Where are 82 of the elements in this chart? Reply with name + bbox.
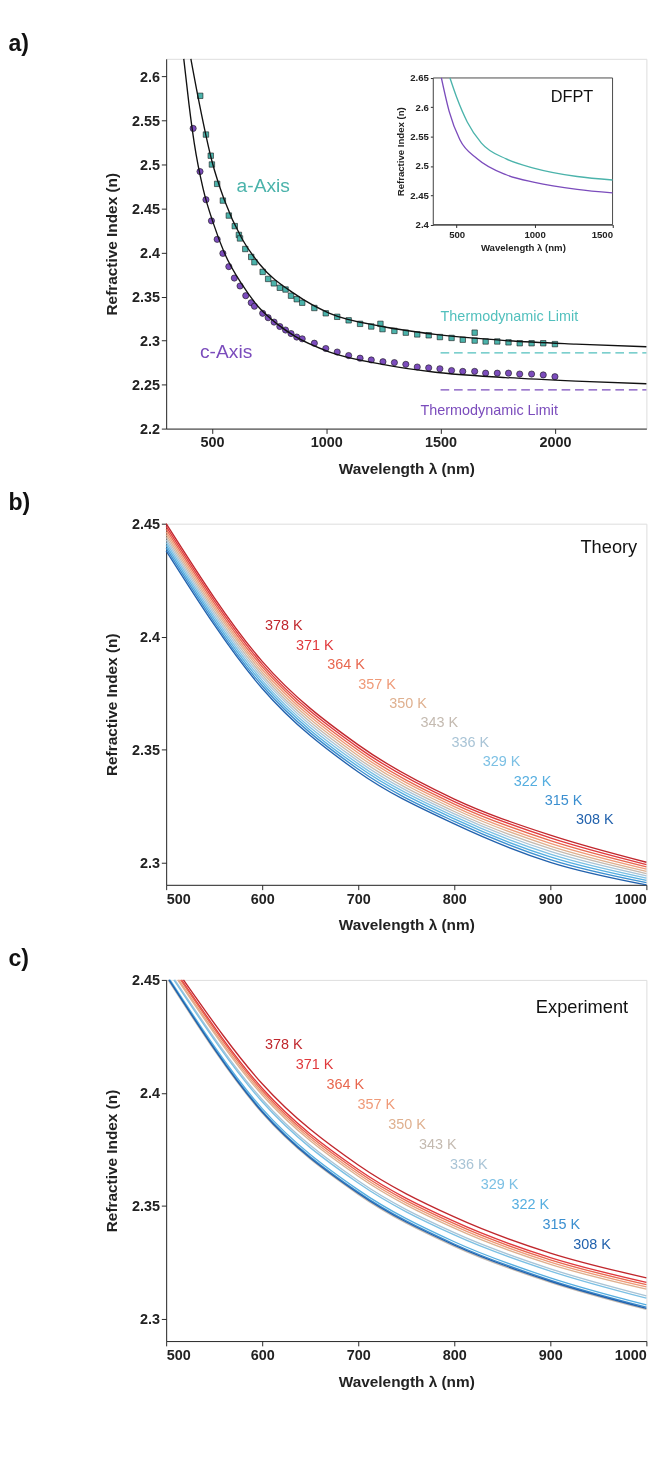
x-tick-label: 700 <box>346 890 371 907</box>
x-tick-label: 1000 <box>614 1346 647 1363</box>
x-axis-title: Wavelength λ (nm) <box>480 242 566 254</box>
x-tick-label: 500 <box>166 1346 191 1363</box>
x-tick-label: 700 <box>346 1346 371 1363</box>
y-tick-label: 2.3 <box>139 854 160 871</box>
text: 329 K <box>480 1176 519 1193</box>
series-label: 378 K <box>264 617 303 634</box>
series-label: Thermodynamic Limit <box>420 402 559 419</box>
text: 336 K <box>451 733 490 750</box>
y-tick-label: 2.4 <box>139 244 160 261</box>
y-tick-label: 2.45 <box>131 515 160 532</box>
chart-title: c) <box>8 945 29 972</box>
text: 350 K <box>388 1116 427 1133</box>
chart-title: a) <box>8 30 29 57</box>
text: 315 K <box>544 791 583 808</box>
y-tick-label: 2.55 <box>131 112 160 129</box>
text: 371 K <box>296 636 335 653</box>
y-tick-label: 2.55 <box>410 130 430 142</box>
x-axis-title: Wavelength λ (nm) <box>338 460 475 478</box>
text: 357 K <box>357 1096 396 1113</box>
y-tick-label: 2.45 <box>131 972 160 989</box>
series-label: c-Axis <box>200 340 253 362</box>
y-tick-label: 2.3 <box>139 1310 160 1327</box>
x-tick-label: 1000 <box>524 228 546 240</box>
x-tick-label: 900 <box>538 890 563 907</box>
series-label: 378 K <box>264 1036 303 1053</box>
text: 329 K <box>482 753 521 770</box>
y-tick-label: 2.5 <box>139 156 160 173</box>
y-tick-label: 2.6 <box>139 68 160 85</box>
y-tick-label: 2.35 <box>131 741 160 758</box>
y-tick-label: 2.4 <box>139 1085 160 1102</box>
y-tick-label: 2.6 <box>415 101 429 113</box>
text: 357 K <box>358 675 397 692</box>
text: 308 K <box>575 811 614 828</box>
x-tick-label: 500 <box>166 890 191 907</box>
y-tick-label: 2.2 <box>139 420 160 437</box>
text: 343 K <box>419 1136 458 1153</box>
x-tick-label: 800 <box>442 890 467 907</box>
x-axis-title: Wavelength λ (nm) <box>338 916 475 934</box>
y-axis-title: Refractive Index (n) <box>103 172 121 316</box>
text: 322 K <box>513 772 552 789</box>
y-tick-label: 2.45 <box>410 189 430 201</box>
annotation: Theory <box>580 535 639 557</box>
x-tick-label: 800 <box>442 1346 467 1363</box>
x-tick-label: 1500 <box>591 228 614 240</box>
y-tick-label: 2.45 <box>131 200 160 217</box>
x-tick-label: 500 <box>449 228 466 240</box>
x-axis-title: Wavelength λ (nm) <box>338 1372 475 1390</box>
y-tick-label: 2.35 <box>131 288 160 305</box>
text: 364 K <box>326 1076 365 1093</box>
x-tick-label: 2000 <box>539 434 572 451</box>
text: 315 K <box>542 1216 581 1233</box>
text: 364 K <box>327 656 366 673</box>
series-label: a-Axis <box>236 175 290 197</box>
y-tick-label: 2.4 <box>139 628 160 645</box>
y-tick-label: 2.3 <box>139 332 160 349</box>
y-tick-label: 2.5 <box>415 160 430 172</box>
y-tick-label: 2.4 <box>415 218 430 230</box>
y-axis-title: Refractive Index (n) <box>103 1089 121 1233</box>
text: 350 K <box>389 695 428 712</box>
annotation: Experiment <box>535 995 629 1017</box>
chart-title: b) <box>8 489 31 516</box>
x-tick-label: 600 <box>250 890 275 907</box>
x-tick-label: 1000 <box>310 434 343 451</box>
text: 343 K <box>420 714 459 731</box>
text: 308 K <box>573 1236 612 1253</box>
x-tick-label: 1500 <box>425 434 458 451</box>
text: 322 K <box>511 1196 550 1213</box>
y-axis-title: Refractive Index (n) <box>395 107 407 197</box>
y-axis-title: Refractive Index (n) <box>103 633 121 777</box>
text: 336 K <box>449 1156 488 1173</box>
y-tick-label: 2.25 <box>131 376 160 393</box>
text: 371 K <box>295 1056 334 1073</box>
x-tick-label: 600 <box>250 1346 275 1363</box>
x-tick-label: 1000 <box>614 890 647 907</box>
x-tick-label: 900 <box>538 1346 563 1363</box>
x-tick-label: 500 <box>200 434 225 451</box>
y-tick-label: 2.65 <box>410 72 430 84</box>
annotation: DFPT <box>550 86 594 105</box>
text: Thermodynamic Limit <box>440 308 579 325</box>
y-tick-label: 2.35 <box>131 1197 160 1214</box>
